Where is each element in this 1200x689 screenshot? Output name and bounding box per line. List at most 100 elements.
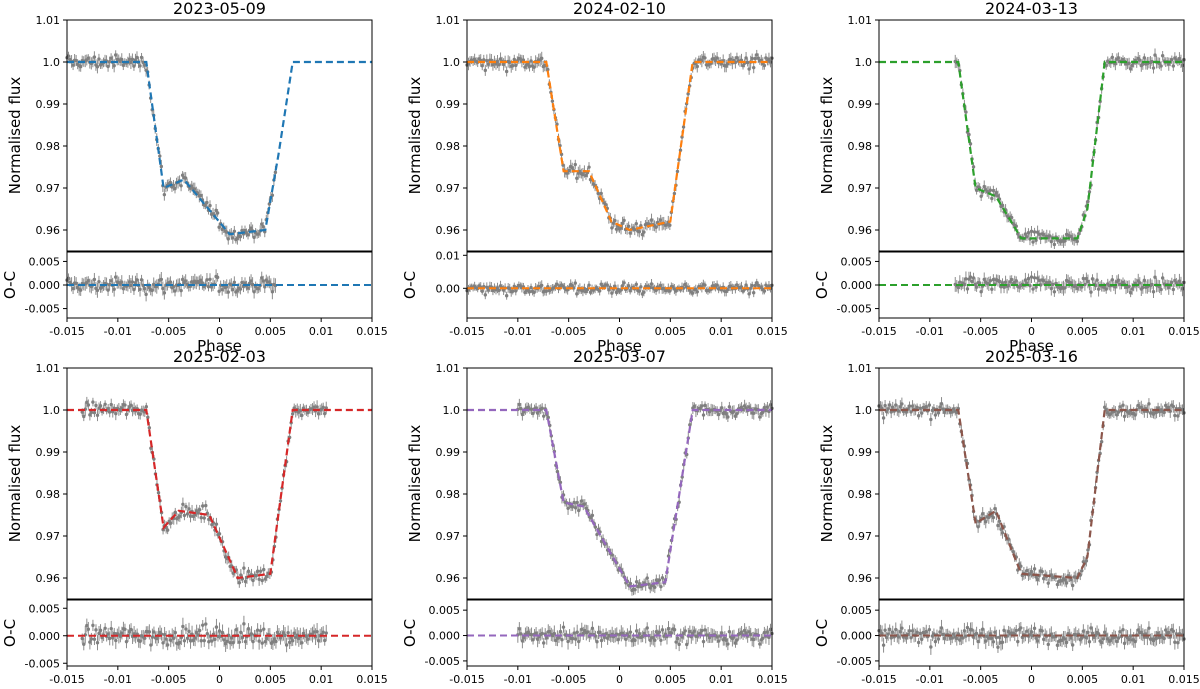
residual-point [114, 638, 118, 643]
flux-point [197, 508, 202, 512]
residual-point [485, 285, 489, 289]
residual-point [575, 292, 579, 296]
y-tick-label: 0.97 [36, 182, 61, 195]
flux-point [700, 404, 704, 408]
residual-point [1104, 287, 1108, 291]
residual-point [715, 635, 719, 639]
flux-point [86, 403, 91, 407]
flux-point [546, 415, 550, 420]
flux-point [238, 234, 243, 239]
model-curve [879, 408, 1184, 580]
residual-point [645, 626, 649, 630]
residual-point [685, 642, 689, 647]
flux-point [1042, 576, 1046, 581]
residual-point [880, 631, 884, 636]
flux-point [752, 411, 756, 415]
flux-point [964, 458, 968, 463]
residual-point [1014, 628, 1018, 633]
flux-point [758, 415, 762, 419]
flux-point [1025, 568, 1029, 573]
flux-point [897, 409, 901, 413]
y-axis-label: Normalised flux [6, 425, 24, 543]
residual-point [570, 636, 575, 641]
flux-point [113, 53, 118, 57]
residual-point [324, 631, 328, 635]
flux-point [540, 56, 544, 61]
residual-point [748, 632, 753, 637]
residual-point [519, 632, 523, 636]
x-tick-label: 0.01 [1121, 325, 1146, 338]
flux-point [542, 414, 546, 418]
y-tick-label: 0.99 [36, 98, 61, 111]
flux-point [1127, 411, 1131, 415]
residual-point [1128, 634, 1133, 638]
residual-point [706, 633, 710, 637]
y-tick-label: 1.01 [436, 14, 461, 27]
residual-point [265, 636, 269, 641]
flux-point [1040, 569, 1044, 574]
flux-point [508, 60, 512, 65]
flux-point [1177, 56, 1182, 61]
residual-axes-frame [466, 251, 773, 319]
flux-point [187, 507, 191, 511]
residual-point [133, 280, 138, 285]
flux-point [482, 58, 486, 62]
x-tick-label: -0.005 [551, 325, 586, 338]
flux-point [900, 402, 904, 406]
flux-point [555, 469, 560, 474]
flux-point [1049, 239, 1054, 244]
flux-point [584, 173, 588, 178]
flux-point [1176, 414, 1180, 418]
y-tick-label: 1.01 [36, 362, 61, 375]
residual-point [1046, 642, 1050, 647]
residual-point [139, 278, 144, 282]
residual-point [733, 641, 738, 645]
residual-point [764, 283, 768, 287]
residual-point [698, 631, 703, 636]
residual-point [660, 628, 665, 632]
residual-point [179, 288, 183, 293]
residual-point [108, 636, 112, 641]
x-tick-label: 0.015 [356, 325, 388, 338]
x-tick-label: 0.01 [309, 325, 334, 338]
flux-point [583, 502, 587, 506]
flux-point [501, 62, 506, 67]
residual-point [916, 640, 921, 645]
flux-point [1171, 64, 1176, 68]
flux-point [1150, 59, 1154, 64]
y-axis-label: Normalised flux [818, 77, 836, 195]
x-tick-label: 0 [1028, 673, 1035, 685]
residual-point [970, 279, 974, 284]
flux-point [720, 406, 724, 410]
flux-point [1127, 61, 1131, 65]
residual-point [595, 640, 599, 644]
y-tick-label: 1.0 [443, 404, 461, 417]
residual-point [106, 288, 110, 292]
residual-point [545, 636, 549, 640]
residual-point [744, 631, 748, 635]
flux-point [1115, 413, 1119, 417]
flux-point [688, 423, 692, 427]
residual-point [572, 631, 576, 635]
residual-point [111, 636, 115, 640]
flux-point [108, 410, 112, 414]
residual-point [956, 285, 960, 290]
residual-point [581, 631, 585, 636]
flux-point [504, 69, 509, 74]
residual-point [132, 287, 136, 292]
flux-point [106, 406, 110, 411]
residual-point [181, 624, 185, 629]
residual-point [941, 632, 945, 637]
residual-point [199, 278, 203, 282]
flux-point [724, 412, 729, 416]
y-tick-label: 0.99 [848, 446, 873, 459]
residual-point [92, 277, 97, 282]
flux-point [109, 56, 113, 60]
residual-point [147, 630, 152, 634]
flux-point [132, 64, 136, 68]
residual-point [1164, 628, 1168, 632]
residual-point [1069, 281, 1073, 285]
flux-point [570, 505, 575, 509]
y-tick-label: 0.97 [36, 530, 61, 543]
flux-point [1086, 199, 1090, 204]
